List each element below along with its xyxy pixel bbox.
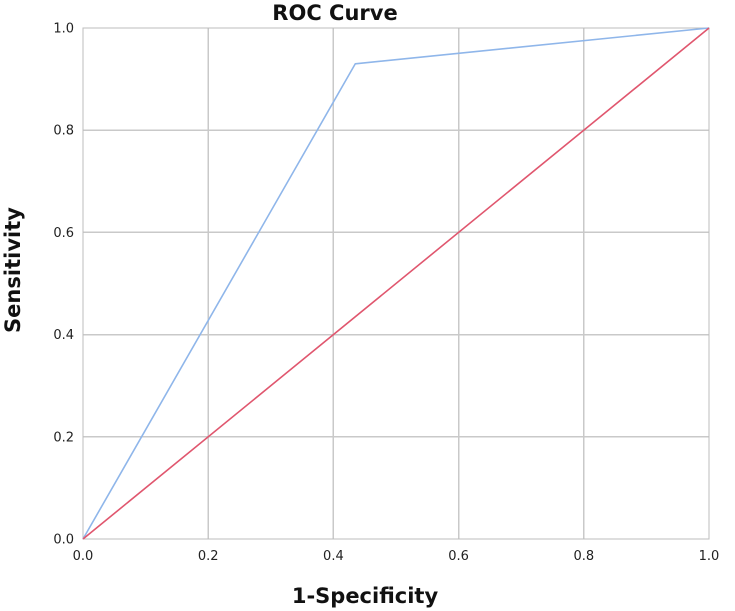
tick-layer: 0.0 0.2 0.4 0.6 0.8 1.0 0.0 0.2 0.4 0.6 0.8 1.0 <box>53 22 719 565</box>
y-tick-label: 0.8 <box>53 124 74 139</box>
y-tick-label: 0.2 <box>53 430 74 445</box>
x-tick-label: 0.6 <box>448 549 469 564</box>
roc-curve-line <box>82 27 710 540</box>
reference-line-line <box>82 27 710 540</box>
chart-title: ROC Curve <box>272 1 397 25</box>
x-tick-label: 0.8 <box>573 549 594 564</box>
x-tick-label: 0.4 <box>323 549 344 564</box>
plot-frame <box>82 27 710 540</box>
x-tick-label: 0.0 <box>73 549 94 564</box>
x-tick-label: 0.2 <box>198 549 219 564</box>
y-tick-label: 0.6 <box>53 226 74 241</box>
y-tick-label: 0.4 <box>53 328 74 343</box>
y-tick-label: 0.0 <box>53 533 74 548</box>
x-tick-label: 1.0 <box>699 549 720 564</box>
y-tick-label: 1.0 <box>53 22 74 37</box>
series-layer <box>82 27 710 540</box>
x-axis-label: 1-Specificity <box>292 584 439 608</box>
y-axis-label: Sensitivity <box>1 207 25 333</box>
